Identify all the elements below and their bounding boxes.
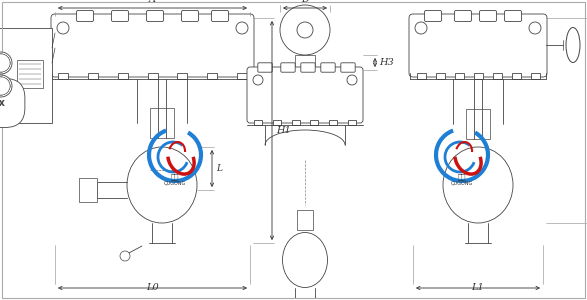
Bar: [150, 108, 174, 138]
Bar: [17, 60, 43, 88]
Bar: [207, 73, 217, 79]
Text: QUGONG: QUGONG: [164, 181, 186, 185]
Circle shape: [0, 54, 10, 72]
FancyBboxPatch shape: [258, 63, 272, 72]
FancyBboxPatch shape: [341, 63, 355, 72]
Circle shape: [280, 5, 330, 55]
Bar: [303, 22, 307, 38]
Ellipse shape: [443, 147, 513, 223]
Text: 渠工: 渠工: [171, 174, 179, 180]
Circle shape: [415, 22, 427, 34]
Bar: [273, 120, 281, 125]
Bar: [493, 73, 502, 79]
FancyBboxPatch shape: [181, 11, 198, 22]
Bar: [295, 55, 315, 70]
Circle shape: [253, 75, 263, 85]
Text: 渠工: 渠工: [458, 174, 466, 180]
FancyBboxPatch shape: [281, 63, 295, 72]
Bar: [417, 73, 426, 79]
Text: Ex: Ex: [0, 98, 5, 108]
Circle shape: [0, 77, 10, 95]
FancyBboxPatch shape: [147, 11, 164, 22]
FancyBboxPatch shape: [112, 11, 129, 22]
Bar: [0, 28, 52, 123]
FancyBboxPatch shape: [504, 11, 521, 22]
FancyBboxPatch shape: [301, 63, 315, 72]
Bar: [58, 73, 68, 79]
FancyBboxPatch shape: [247, 67, 363, 123]
Circle shape: [120, 251, 130, 261]
Bar: [88, 73, 98, 79]
Bar: [254, 120, 262, 125]
Circle shape: [0, 54, 10, 72]
FancyBboxPatch shape: [211, 11, 228, 22]
Text: D: D: [301, 0, 309, 4]
FancyBboxPatch shape: [454, 11, 471, 22]
Bar: [512, 73, 521, 79]
Bar: [348, 120, 356, 125]
Circle shape: [0, 77, 10, 95]
FancyBboxPatch shape: [51, 14, 254, 77]
Bar: [436, 73, 445, 79]
Bar: [311, 120, 318, 125]
Text: H1: H1: [276, 126, 291, 135]
Bar: [531, 73, 540, 79]
Bar: [329, 120, 337, 125]
Circle shape: [57, 22, 69, 34]
Circle shape: [236, 22, 248, 34]
Circle shape: [0, 77, 10, 95]
Text: H3: H3: [379, 58, 394, 67]
Ellipse shape: [566, 28, 580, 62]
Ellipse shape: [282, 232, 328, 287]
Text: L1: L1: [471, 283, 484, 292]
Bar: [117, 73, 127, 79]
Circle shape: [529, 22, 541, 34]
Text: L0: L0: [146, 283, 159, 292]
Circle shape: [0, 54, 10, 72]
Bar: [147, 73, 157, 79]
Bar: [79, 178, 97, 202]
FancyBboxPatch shape: [321, 63, 335, 72]
Circle shape: [347, 75, 357, 85]
Circle shape: [0, 54, 10, 72]
Circle shape: [0, 77, 10, 95]
Text: L: L: [216, 164, 222, 173]
Circle shape: [0, 75, 12, 97]
Circle shape: [0, 54, 10, 72]
FancyBboxPatch shape: [480, 11, 497, 22]
Bar: [237, 73, 247, 79]
Bar: [474, 73, 483, 79]
Bar: [177, 73, 187, 79]
Circle shape: [0, 52, 12, 74]
Bar: [455, 73, 464, 79]
Bar: [297, 210, 313, 230]
Circle shape: [297, 22, 313, 38]
Text: A: A: [149, 0, 156, 4]
FancyBboxPatch shape: [409, 14, 547, 77]
Circle shape: [0, 77, 10, 95]
Ellipse shape: [127, 147, 197, 223]
Bar: [292, 120, 299, 125]
FancyBboxPatch shape: [424, 11, 441, 22]
FancyBboxPatch shape: [76, 11, 93, 22]
Bar: [466, 109, 490, 139]
Text: QUGONG: QUGONG: [451, 181, 473, 185]
